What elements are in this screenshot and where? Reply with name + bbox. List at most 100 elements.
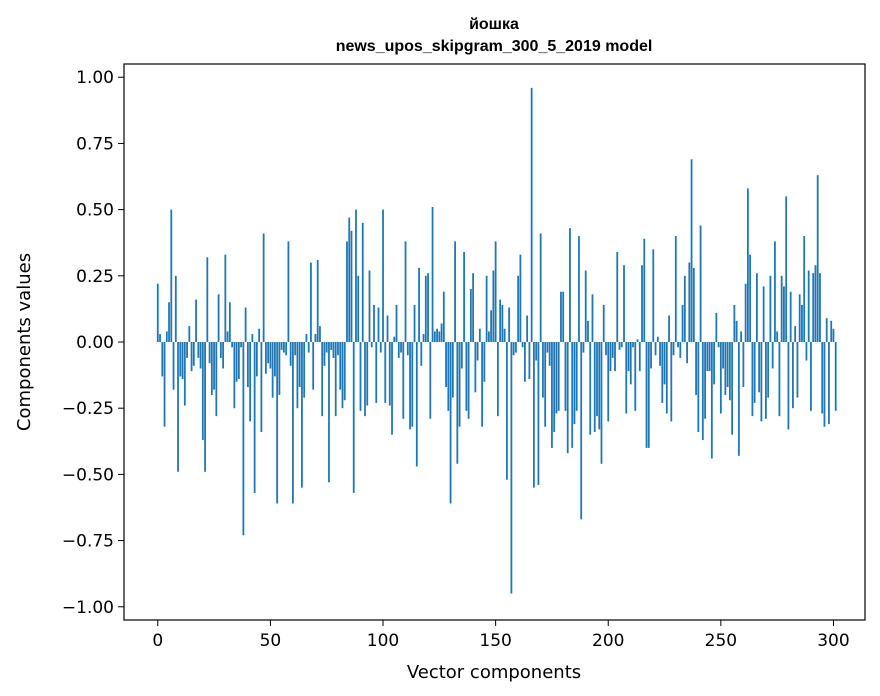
- bar-198: [602, 304, 605, 342]
- bar-173: [546, 342, 549, 353]
- bar-112: [409, 342, 411, 430]
- bar-175: [551, 342, 553, 448]
- bar-245: [708, 342, 711, 372]
- bar-192: [589, 342, 592, 435]
- chart-title: йошка: [469, 16, 519, 33]
- bar-286: [801, 304, 803, 342]
- bar-36: [237, 342, 240, 380]
- bar-116: [418, 267, 420, 342]
- bar-109: [402, 342, 405, 419]
- bar-151: [496, 342, 499, 417]
- bar-257: [735, 320, 738, 342]
- x-tick-label: 200: [592, 631, 624, 651]
- bar-145: [483, 342, 486, 382]
- bar-167: [533, 342, 535, 488]
- bar-150: [494, 241, 497, 342]
- bar-272: [769, 275, 772, 342]
- bar-298: [828, 342, 830, 425]
- bar-185: [573, 342, 576, 425]
- bar-214: [638, 342, 641, 372]
- x-tick-label: 250: [705, 631, 737, 651]
- bar-7: [172, 342, 175, 390]
- bar-255: [731, 342, 734, 435]
- bar-124: [436, 328, 438, 342]
- bar-111: [406, 342, 409, 356]
- bar-59: [289, 342, 292, 366]
- bar-3: [163, 342, 166, 427]
- bar-182: [566, 342, 569, 454]
- bar-57: [285, 342, 288, 356]
- y-tick-label: −1.00: [62, 598, 114, 618]
- bar-5: [168, 302, 170, 342]
- bar-206: [620, 342, 623, 348]
- bar-95: [370, 342, 373, 348]
- bar-9: [177, 342, 179, 472]
- bar-42: [251, 334, 254, 342]
- bar-168: [535, 342, 538, 361]
- bar-264: [751, 342, 754, 417]
- bar-295: [821, 342, 824, 414]
- bar-221: [654, 342, 657, 356]
- bar-251: [722, 342, 725, 369]
- bar-247: [713, 342, 715, 385]
- bar-291: [812, 273, 815, 342]
- bar-25: [213, 342, 215, 390]
- bar-96: [373, 304, 375, 342]
- bar-172: [544, 342, 547, 427]
- bar-107: [397, 342, 400, 358]
- x-axis-label: Vector components: [407, 662, 581, 683]
- bar-22: [206, 257, 209, 342]
- x-axis-ticks: 0 50 100 150 200 250 300: [152, 620, 850, 651]
- bar-10: [179, 342, 182, 377]
- bar-1: [159, 334, 161, 342]
- bar-279: [785, 196, 788, 342]
- bar-262: [746, 188, 749, 342]
- bar-78: [332, 342, 335, 358]
- bar-265: [753, 342, 756, 403]
- bar-234: [683, 275, 686, 342]
- bar-88: [355, 209, 357, 342]
- y-tick-label: 0.00: [76, 333, 114, 353]
- bar-89: [357, 275, 360, 342]
- bar-250: [719, 342, 722, 414]
- bar-146: [485, 275, 488, 342]
- bar-100: [382, 209, 384, 342]
- x-tick-label: 0: [152, 631, 163, 651]
- bar-195: [596, 342, 598, 417]
- bar-253: [726, 342, 729, 388]
- bar-277: [780, 275, 783, 342]
- bar-92: [364, 342, 366, 417]
- bar-244: [706, 342, 709, 372]
- bar-6: [170, 209, 173, 342]
- bar-143: [478, 328, 481, 342]
- bar-236: [688, 262, 691, 342]
- bar-33: [231, 342, 234, 348]
- bar-191: [587, 320, 589, 342]
- bar-15: [190, 342, 193, 372]
- bar-71: [316, 259, 319, 342]
- bar-72: [319, 326, 321, 342]
- bar-51: [271, 342, 274, 398]
- bar-289: [807, 270, 810, 342]
- bar-193: [591, 294, 594, 342]
- bar-65: [303, 342, 306, 398]
- bar-134: [458, 342, 461, 427]
- y-tick-label: 0.25: [76, 267, 114, 287]
- bar-160: [517, 275, 520, 342]
- bar-23: [208, 342, 211, 364]
- bar-225: [663, 342, 666, 385]
- bar-200: [607, 342, 610, 422]
- bar-93: [366, 342, 369, 406]
- bar-108: [400, 342, 402, 353]
- bar-243: [704, 342, 706, 419]
- bar-133: [456, 342, 459, 464]
- bar-190: [584, 270, 587, 342]
- bar-147: [487, 331, 490, 342]
- bar-260: [742, 342, 745, 388]
- bar-13: [186, 342, 188, 358]
- bar-246: [710, 342, 713, 459]
- bar-153: [501, 304, 504, 342]
- bar-209: [627, 342, 630, 372]
- bar-56: [283, 342, 285, 353]
- bar-215: [641, 265, 643, 342]
